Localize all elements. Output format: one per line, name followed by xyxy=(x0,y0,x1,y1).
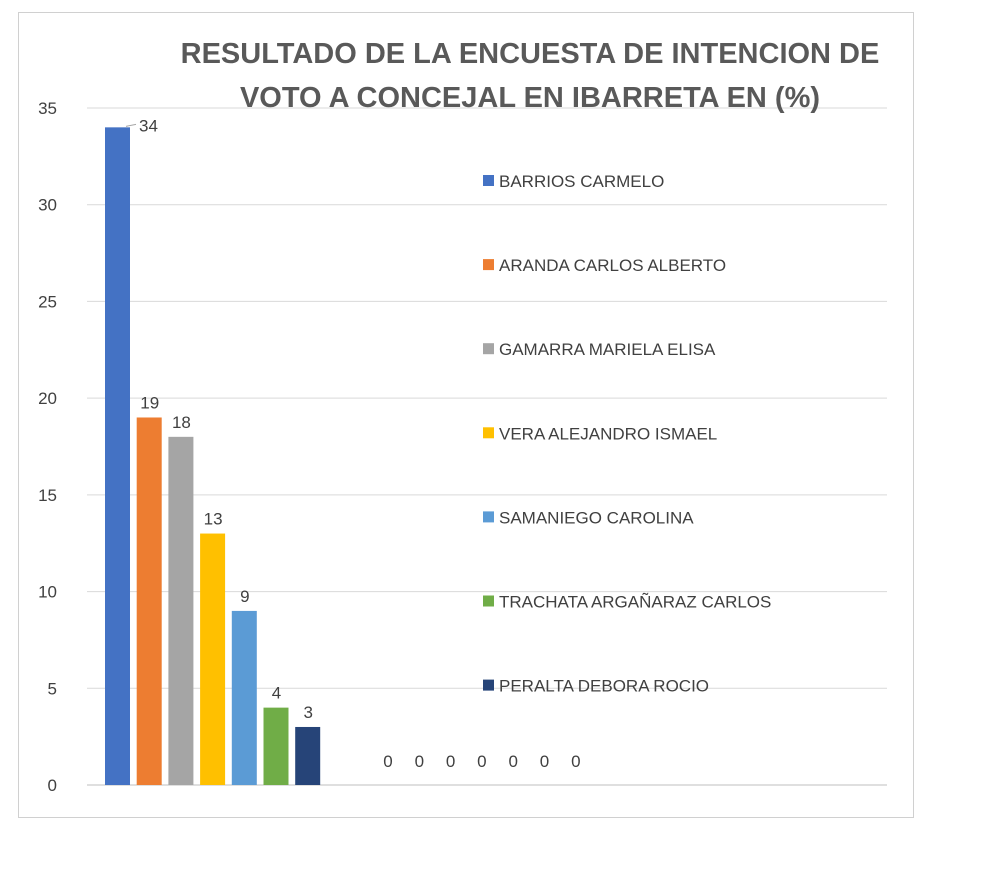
y-tick-label: 35 xyxy=(38,99,57,118)
legend-label: TRACHATA ARGAÑARAZ CARLOS xyxy=(499,593,771,612)
data-labels: 34 19 18 13 9 4 3 xyxy=(125,116,313,722)
y-axis-ticks: 0 5 10 15 20 25 30 35 xyxy=(38,99,57,795)
legend-label: GAMARRA MARIELA ELISA xyxy=(499,340,716,359)
chart-title-line-2: VOTO A CONCEJAL EN IBARRETA EN (%) xyxy=(240,82,820,114)
zero-label: 0 xyxy=(540,752,549,771)
chart-title: RESULTADO DE LA ENCUESTA DE INTENCION DE… xyxy=(181,38,880,114)
legend-label: VERA ALEJANDRO ISMAEL xyxy=(499,424,717,443)
bars xyxy=(105,127,321,786)
data-label: 9 xyxy=(240,587,249,606)
bar-2 xyxy=(136,417,162,785)
bar-6 xyxy=(263,707,289,785)
legend-label: SAMANIEGO CAROLINA xyxy=(499,508,694,527)
y-tick-label: 20 xyxy=(38,389,57,408)
zero-label: 0 xyxy=(383,752,392,771)
bar-5 xyxy=(231,610,257,785)
legend-swatch xyxy=(483,679,494,691)
bar-3 xyxy=(168,436,194,785)
zero-label: 0 xyxy=(415,752,424,771)
legend-label: BARRIOS CARMELO xyxy=(499,172,664,191)
y-tick-label: 30 xyxy=(38,196,57,215)
legend-swatch xyxy=(483,343,494,355)
legend-swatch xyxy=(483,259,494,271)
y-tick-label: 15 xyxy=(38,486,57,505)
data-label: 13 xyxy=(204,510,223,529)
data-label: 34 xyxy=(139,116,158,135)
legend: BARRIOS CARMELO ARANDA CARLOS ALBERTO GAMA… xyxy=(483,172,771,696)
data-label: 3 xyxy=(303,703,312,722)
bar-4 xyxy=(200,533,226,785)
bar-7 xyxy=(295,726,321,785)
data-label-leader xyxy=(125,123,137,127)
y-tick-label: 10 xyxy=(38,583,57,602)
bar-1 xyxy=(105,127,130,786)
legend-swatch xyxy=(483,595,494,607)
legend-label: ARANDA CARLOS ALBERTO xyxy=(499,256,726,275)
zero-label: 0 xyxy=(571,752,580,771)
y-tick-label: 0 xyxy=(48,776,57,795)
chart-title-line-1: RESULTADO DE LA ENCUESTA DE INTENCION DE xyxy=(181,38,880,70)
legend-label: PERALTA DEBORA ROCIO xyxy=(499,677,709,696)
chart-frame: 0 5 10 15 20 25 30 35 34 19 18 13 9 4 3 0 0 0 0 0 0 0 BARRI… xyxy=(18,12,914,818)
bar-chart: 0 5 10 15 20 25 30 35 34 19 18 13 9 4 3 0 0 0 0 0 0 0 BARRI… xyxy=(38,38,887,795)
y-tick-label: 25 xyxy=(38,292,57,311)
zero-label: 0 xyxy=(446,752,455,771)
y-tick-label: 5 xyxy=(48,679,57,698)
legend-swatch xyxy=(483,175,494,186)
data-label: 4 xyxy=(272,684,281,703)
zero-value-labels: 0 0 0 0 0 0 0 xyxy=(383,752,580,771)
data-label: 18 xyxy=(172,413,191,432)
legend-swatch xyxy=(483,511,494,523)
data-label: 19 xyxy=(140,393,159,412)
zero-label: 0 xyxy=(508,752,517,771)
zero-label: 0 xyxy=(477,752,486,771)
legend-swatch xyxy=(483,427,494,439)
